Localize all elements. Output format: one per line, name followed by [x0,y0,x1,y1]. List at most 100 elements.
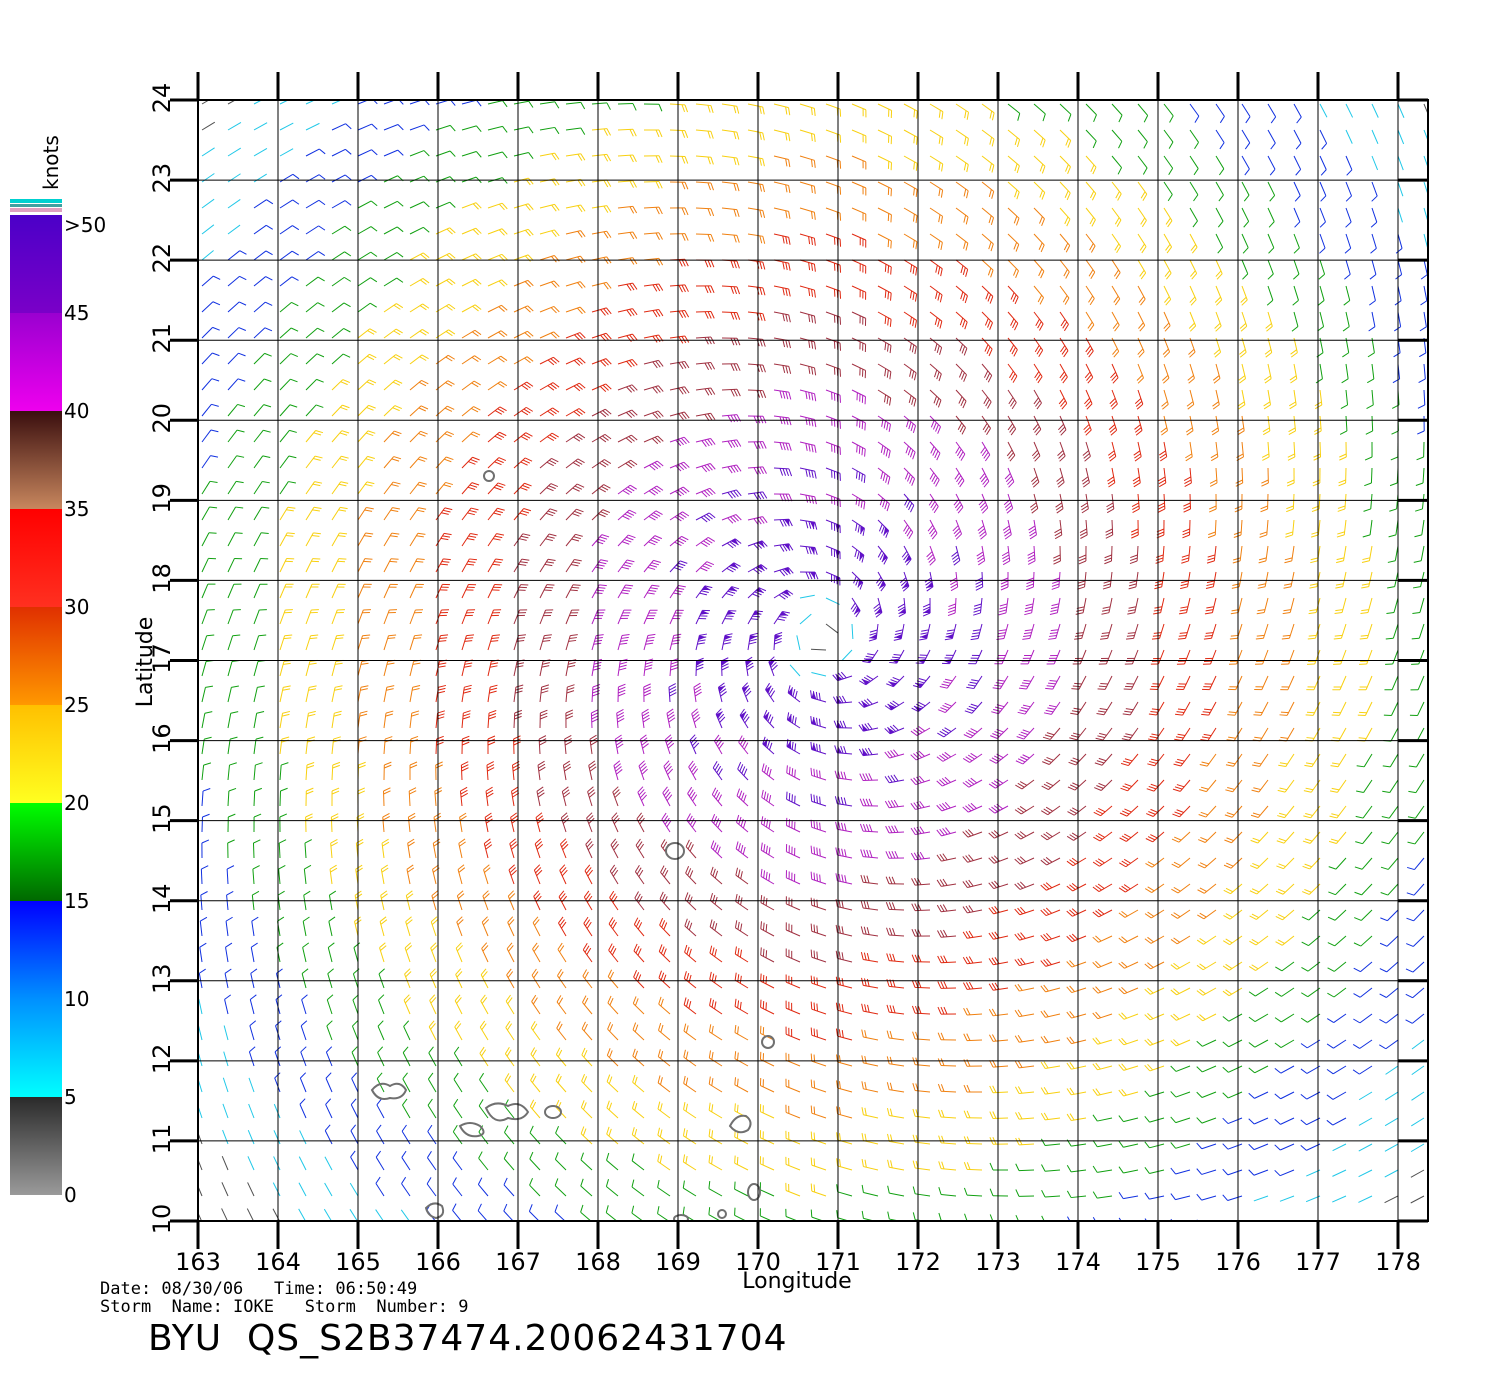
wind-barb [897,597,907,618]
wind-barb [201,762,212,781]
wind-barb [461,507,479,521]
wind-barb [1196,1013,1217,1022]
wind-barb [302,942,310,963]
wind-barb [565,153,586,161]
wind-barb [998,597,1009,616]
wind-barb [1228,1222,1242,1226]
wind-barb [565,458,585,469]
wind-barb [1074,623,1087,640]
wind-barb [513,609,528,625]
wind-barb [331,353,351,365]
wind-barb [1144,1013,1165,1021]
wind-barb [1261,441,1270,461]
wind-barb [302,916,310,937]
wind-barb [636,812,645,833]
wind-barb [936,827,957,837]
wind-barb [539,203,560,212]
wind-barb [428,1020,437,1041]
wind-barb [227,839,235,859]
wind-barb [1416,441,1425,461]
wind-barb [861,1003,879,1015]
wind-barb [1128,571,1139,590]
wind-barb [301,994,308,1015]
wind-barb [1196,1065,1217,1073]
wind-barb [531,968,541,989]
wind-barb [1267,129,1276,150]
wind-barb [278,864,286,885]
wind-barb [201,711,213,729]
wind-barb [487,100,508,108]
wind-barb [1408,753,1425,768]
wind-barb [429,968,437,989]
wind-barb [201,326,220,339]
colorbar-tick-label: 30 [64,595,89,619]
wind-barb [357,226,378,235]
wind-barb [963,981,983,990]
wind-barb [305,481,323,495]
wind-barb [1277,779,1295,793]
wind-barb [478,1099,489,1119]
wind-barb [799,155,816,168]
wind-barb [1033,285,1044,305]
wind-barb [657,1206,670,1221]
wind-barb [325,1046,333,1067]
wind-barb [1267,181,1276,202]
wind-barb [487,710,497,729]
wind-barb [1267,103,1277,124]
wind-barb [247,1156,255,1171]
wind-barb [851,129,867,144]
wind-barb [1411,1222,1424,1229]
wind-barb [632,1048,645,1067]
wind-barb [201,429,219,443]
wind-barb [1214,285,1223,306]
wind-barb [383,226,404,235]
wind-barb [721,464,742,474]
wind-barb [617,534,636,547]
wind-barb [1014,856,1035,865]
wind-barb [841,649,853,662]
wind-barb [279,327,299,339]
wind-barb [1354,909,1373,921]
wind-barb [861,1184,879,1197]
longitude-label: 167 [495,1248,541,1276]
wind-barb [903,207,918,224]
wind-barb [832,695,853,704]
wind-barb [1118,1115,1139,1123]
wind-barb [350,1150,359,1171]
wind-barb [1391,415,1399,435]
wind-barb [248,1103,255,1119]
wind-barb [988,957,1009,966]
wind-barb [901,545,912,566]
wind-barb [1137,181,1148,201]
wind-barb [835,821,853,833]
wind-barb [785,1052,801,1067]
wind-barb [1275,961,1295,972]
wind-barb [504,1099,515,1119]
wind-barb [1249,909,1269,920]
wind-barb [695,561,715,573]
wind-barb [708,1050,723,1067]
wind-barb [556,1021,567,1041]
wind-barb [481,942,489,963]
wind-barb [253,609,267,625]
wind-barb [331,455,349,469]
wind-barb [253,404,272,417]
wind-barb [1163,103,1174,123]
wind-barb [304,839,312,859]
wind-barb [617,559,635,573]
wind-barb [1106,493,1115,514]
wind-barb [383,634,397,651]
wind-barb [903,129,918,145]
wind-barb [955,207,969,225]
wind-barb [1261,467,1269,487]
wind-barb [383,354,403,365]
wind-barb [606,1048,619,1067]
wind-barb [453,1046,463,1067]
wind-barb [253,276,273,287]
wind-barb [939,675,957,689]
wind-barb [1172,805,1191,818]
wind-barb [884,799,905,809]
wind-barb [773,441,792,451]
wind-barb [695,336,715,345]
wind-barb [305,430,324,443]
